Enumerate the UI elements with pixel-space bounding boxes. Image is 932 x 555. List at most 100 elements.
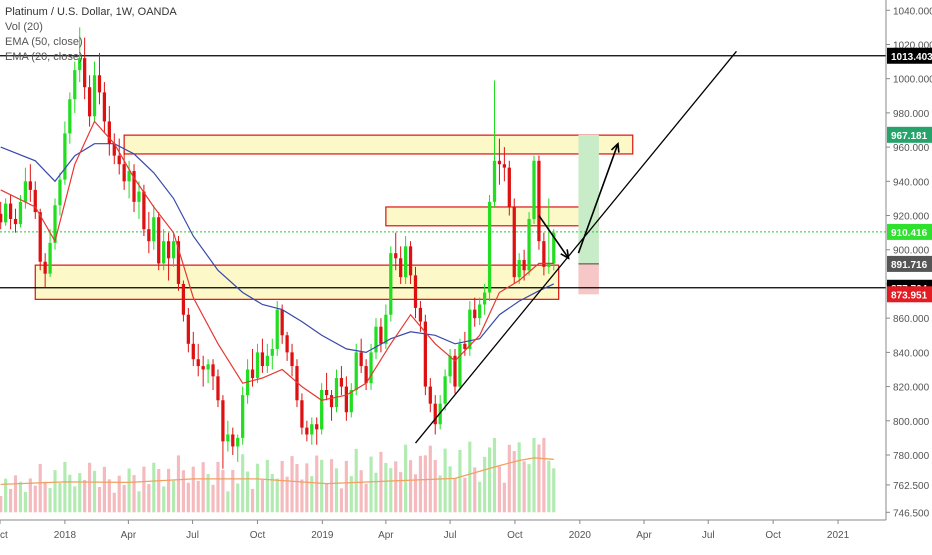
candle-body (162, 241, 166, 264)
volume-bar (438, 475, 442, 513)
candle (83, 37, 87, 100)
candle (236, 434, 240, 462)
volume-bar (38, 463, 42, 513)
candle (379, 318, 383, 353)
x-tick-label: Apr (636, 530, 652, 541)
y-tick-label: 820.000 (893, 383, 930, 394)
candle (394, 232, 398, 271)
volume-bar (231, 469, 235, 513)
candle (132, 164, 136, 213)
candle-body (547, 263, 551, 267)
volume-bar (78, 473, 82, 513)
candle (216, 369, 220, 408)
y-tick-label: 940.000 (893, 177, 930, 188)
indicator-volume-label[interactable]: Vol (20) (5, 21, 43, 33)
volume-bar (221, 470, 225, 513)
candle (201, 355, 205, 387)
volume-bar (23, 491, 27, 513)
volume-bar (226, 491, 230, 513)
candle-body (492, 160, 497, 202)
candle (403, 236, 408, 284)
volume-bar (497, 466, 502, 513)
candle (265, 343, 269, 373)
candle-body (364, 366, 368, 384)
horizontal-lines-layer (0, 55, 886, 289)
candle (186, 307, 190, 353)
ema20-line (0, 120, 554, 401)
candle (522, 249, 526, 281)
candle-body (354, 352, 358, 390)
volume-bar (339, 488, 344, 513)
price-label-text: 891.716 (891, 260, 928, 271)
trendline (414, 50, 737, 444)
candle (339, 366, 344, 396)
candle-body (399, 258, 403, 278)
volume-bar (300, 479, 304, 513)
volume-bar (162, 486, 166, 513)
x-tick-label: Jul (444, 530, 457, 541)
y-tick-label: 980.000 (893, 109, 930, 120)
candle-body (152, 217, 156, 242)
candle-body (176, 241, 181, 284)
candle-body (537, 160, 541, 242)
candle-body (384, 314, 388, 344)
volume-bar (246, 471, 250, 513)
candle-body (482, 292, 487, 305)
volume-bar (394, 461, 398, 513)
candle (181, 280, 186, 322)
candle-body (112, 143, 116, 156)
candle-body (443, 376, 447, 404)
candle (537, 155, 541, 250)
volume-bar (502, 482, 506, 513)
indicator-ema20-label[interactable]: EMA (20, close) (5, 51, 83, 63)
ema50-line (0, 143, 555, 354)
volume-bar (487, 447, 492, 513)
candle-body (275, 309, 279, 349)
candle (221, 395, 225, 469)
candle-body (324, 390, 329, 396)
candle (329, 390, 334, 421)
candle-body (53, 205, 57, 243)
candle-body (349, 390, 353, 413)
candle-body (97, 75, 102, 93)
candle-body (137, 191, 141, 202)
candle-body (92, 75, 97, 117)
volume-bar (369, 456, 373, 513)
candle-body (433, 403, 437, 425)
candle-body (394, 253, 398, 259)
volume-bar (448, 466, 452, 513)
candle (448, 348, 452, 384)
x-tick-label: Oct (0, 530, 8, 541)
volume-bar (315, 455, 319, 513)
candle-body (334, 378, 339, 408)
volume-bar (399, 472, 403, 513)
candle (112, 133, 116, 165)
candle (171, 232, 176, 267)
y-tick-label: 762.500 (893, 481, 930, 492)
candle-body (403, 246, 408, 278)
volume-bar (186, 482, 190, 513)
volume-bar (216, 461, 220, 513)
candle-body (468, 309, 472, 349)
volume-bar (325, 483, 329, 513)
candle (428, 378, 432, 413)
x-tick-label: Jul (186, 530, 199, 541)
candle-body (522, 260, 526, 271)
x-tick-label: Oct (507, 530, 523, 541)
candle (532, 155, 536, 225)
candle (38, 208, 42, 271)
candle (0, 201, 3, 230)
candle-body (191, 343, 195, 360)
price-label-text: 873.951 (891, 290, 928, 301)
candle-body (280, 309, 284, 336)
volume-bar (349, 476, 353, 513)
y-tick-label: 1000.000 (893, 75, 932, 86)
candle-body (389, 253, 393, 315)
candle (147, 212, 151, 254)
candle-body (4, 203, 8, 223)
indicator-ema50-label[interactable]: EMA (50, close) (5, 36, 83, 48)
candle (127, 160, 131, 199)
volume-bar (211, 484, 215, 513)
